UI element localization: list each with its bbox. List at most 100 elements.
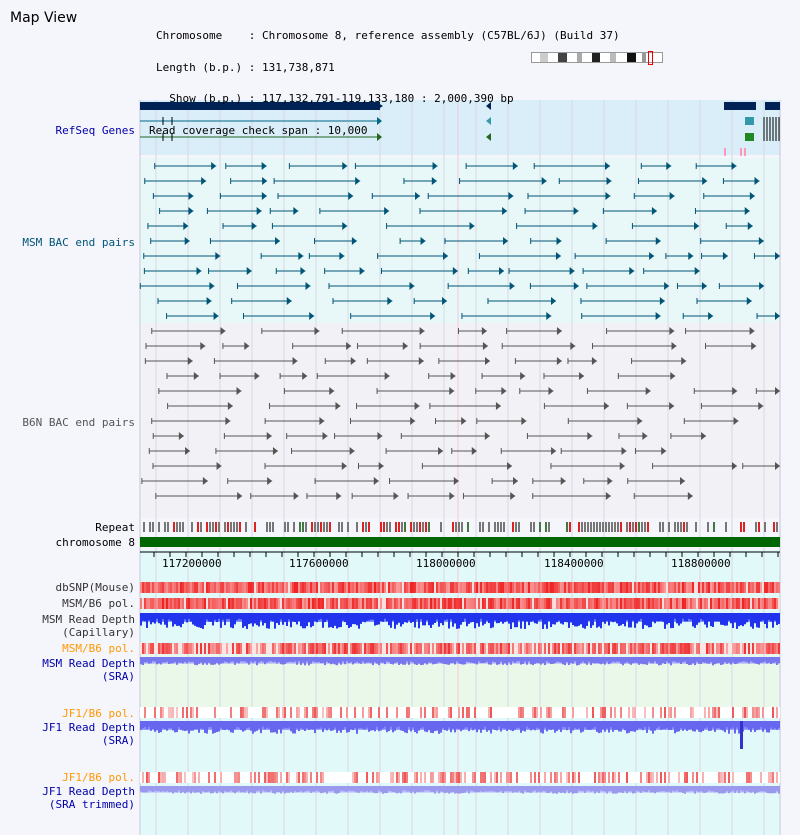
depth-bar: [712, 657, 714, 666]
depth-bar: [322, 721, 324, 732]
depth-bar: [408, 657, 410, 665]
depth-bar: [378, 657, 380, 666]
depth-bar: [582, 657, 584, 662]
depth-bar: [758, 786, 760, 792]
depth-bar: [558, 786, 560, 792]
heat-cell: [744, 707, 746, 718]
depth-bar: [206, 786, 208, 793]
heat-cell: [446, 643, 448, 654]
heat-cell: [526, 643, 528, 654]
depth-bar: [150, 613, 152, 625]
track-label-msm-depth-cap-1[interactable]: MSM Read Depth: [42, 613, 135, 626]
heat-cell: [234, 772, 236, 783]
depth-bar: [300, 786, 302, 791]
heat-cell: [594, 772, 596, 783]
depth-bar: [516, 657, 518, 662]
repeat-mark: [581, 522, 583, 532]
depth-bar: [244, 786, 246, 793]
depth-bar: [240, 786, 242, 793]
bac-end: [335, 402, 341, 410]
depth-bar: [216, 657, 218, 663]
chromosome-ideogram[interactable]: [531, 51, 663, 65]
heat-cell: [756, 582, 758, 593]
heat-cell: [144, 643, 146, 654]
ideogram-position-marker[interactable]: [648, 51, 653, 65]
depth-bar: [352, 613, 354, 625]
depth-bar: [220, 721, 222, 728]
heat-cell: [466, 582, 468, 593]
track-label-dbsnp[interactable]: dbSNP(Mouse): [55, 581, 135, 594]
track-label-jf1-b6-pol-a[interactable]: JF1/B6 pol.: [62, 707, 135, 720]
heat-cell: [232, 582, 234, 593]
track-label-msm-bac[interactable]: MSM BAC end pairs: [22, 236, 135, 249]
heat-cell: [748, 643, 750, 654]
heat-cell: [274, 772, 276, 783]
depth-bar: [562, 657, 564, 665]
depth-bar: [684, 721, 686, 729]
heat-cell: [590, 582, 592, 593]
depth-bar: [744, 613, 746, 625]
track-label-jf1-b6-pol-b[interactable]: JF1/B6 pol.: [62, 771, 135, 784]
repeat-mark: [593, 522, 595, 532]
heat-cell: [772, 598, 774, 609]
heat-cell: [620, 707, 622, 718]
heat-cell: [552, 582, 554, 593]
depth-bar: [530, 657, 532, 665]
heat-cell: [190, 582, 192, 593]
track-label-msm-depth-sra-1[interactable]: MSM Read Depth: [42, 657, 135, 670]
depth-bar: [372, 786, 374, 793]
depth-bar: [268, 786, 270, 793]
depth-bar: [524, 657, 526, 662]
track-label-b6n-bac[interactable]: B6N BAC end pairs: [22, 416, 135, 429]
depth-bar: [406, 657, 408, 662]
track-label-msm-b6-pol-b[interactable]: MSM/B6 pol.: [62, 642, 135, 655]
depth-bar: [690, 786, 692, 791]
heat-cell: [608, 582, 610, 593]
repeat-mark: [635, 522, 637, 532]
repeat-mark: [584, 522, 586, 532]
depth-bar: [448, 721, 450, 728]
depth-bar: [538, 613, 540, 621]
heat-cell: [440, 772, 442, 783]
heat-cell: [702, 582, 704, 593]
heat-cell: [420, 707, 422, 718]
repeat-mark: [305, 522, 307, 532]
depth-bar: [380, 613, 382, 622]
heat-cell: [204, 598, 206, 609]
depth-bar: [704, 613, 706, 625]
depth-bar: [366, 721, 368, 728]
depth-bar: [724, 786, 726, 794]
track-label-jf1-depth-trim-1[interactable]: JF1 Read Depth: [42, 785, 135, 798]
depth-bar: [444, 786, 446, 794]
depth-bar: [742, 657, 744, 662]
depth-bar: [550, 786, 552, 792]
heat-cell: [600, 582, 602, 593]
track-label-msm-b6-pol-a[interactable]: MSM/B6 pol.: [62, 597, 135, 610]
heat-cell: [452, 582, 454, 593]
depth-bar: [678, 786, 680, 792]
repeat-mark: [218, 522, 220, 532]
depth-bar: [308, 657, 310, 666]
depth-bar: [324, 721, 326, 729]
depth-bar: [360, 657, 362, 664]
depth-bar: [416, 721, 418, 734]
depth-bar: [754, 657, 756, 664]
heat-cell: [310, 598, 312, 609]
repeat-mark: [482, 522, 484, 532]
heat-cell: [220, 772, 222, 783]
depth-bar: [384, 721, 386, 727]
depth-bar: [462, 657, 464, 665]
repeat-mark: [236, 522, 238, 532]
heat-cell: [184, 772, 186, 783]
heat-cell: [772, 772, 774, 783]
track-label-refseq[interactable]: RefSeq Genes: [55, 124, 135, 137]
depth-bar: [180, 613, 182, 628]
depth-bar: [362, 613, 364, 622]
refseq-gene: [486, 117, 491, 125]
heat-cell: [400, 582, 402, 593]
heat-cell: [164, 598, 166, 609]
track-label-jf1-depth-sra-1[interactable]: JF1 Read Depth: [42, 721, 135, 734]
depth-bar: [342, 657, 344, 662]
depth-bar: [252, 786, 254, 794]
